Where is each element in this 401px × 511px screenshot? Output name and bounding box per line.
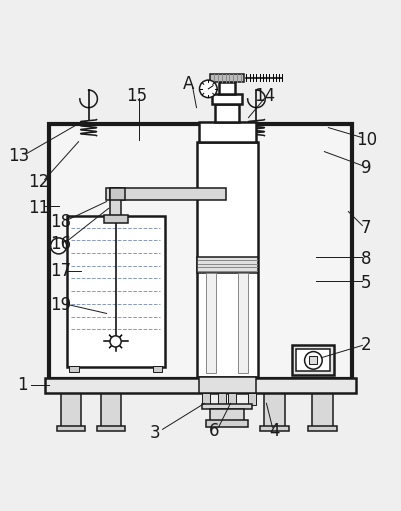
Bar <box>260 426 289 431</box>
Bar <box>49 124 352 379</box>
Bar <box>198 122 257 142</box>
Bar <box>213 94 243 104</box>
Bar <box>57 426 85 431</box>
Bar <box>207 420 249 427</box>
Bar <box>67 216 164 367</box>
Bar <box>215 104 239 122</box>
Bar <box>103 215 128 223</box>
Circle shape <box>200 80 217 98</box>
Bar <box>249 392 257 405</box>
Text: 2: 2 <box>361 336 372 355</box>
Text: 5: 5 <box>361 274 372 292</box>
Text: 7: 7 <box>361 219 372 237</box>
Bar <box>239 273 249 374</box>
Bar <box>312 391 333 427</box>
Bar <box>203 404 253 409</box>
Bar <box>101 391 122 427</box>
Bar <box>69 366 79 372</box>
Bar <box>211 409 245 422</box>
Bar <box>219 392 227 405</box>
Text: 19: 19 <box>50 296 71 314</box>
Text: 10: 10 <box>356 131 377 149</box>
Bar <box>196 258 258 273</box>
Bar <box>110 189 121 218</box>
Text: 4: 4 <box>269 422 279 440</box>
Text: 13: 13 <box>8 147 29 165</box>
Bar <box>106 189 226 200</box>
Text: 14: 14 <box>254 87 275 105</box>
Text: 16: 16 <box>50 235 71 252</box>
Bar <box>110 189 125 200</box>
Bar <box>219 82 235 94</box>
Bar <box>211 74 245 82</box>
Bar <box>152 366 162 372</box>
Text: 11: 11 <box>28 199 49 217</box>
Text: A: A <box>183 75 194 92</box>
Bar <box>97 426 126 431</box>
Bar <box>229 392 237 405</box>
Circle shape <box>305 352 322 369</box>
Bar <box>264 391 285 427</box>
Text: 12: 12 <box>28 173 49 191</box>
Text: 15: 15 <box>126 87 147 105</box>
Text: 6: 6 <box>209 422 220 440</box>
Circle shape <box>51 238 67 254</box>
Text: 9: 9 <box>361 158 372 177</box>
Text: 17: 17 <box>50 263 71 281</box>
Circle shape <box>110 336 121 347</box>
Bar <box>292 345 334 376</box>
Bar <box>68 223 163 335</box>
Bar <box>296 350 330 371</box>
Bar <box>198 378 257 393</box>
Text: 8: 8 <box>361 250 372 268</box>
Bar <box>207 273 217 374</box>
Text: 1: 1 <box>17 377 28 394</box>
Bar <box>196 142 258 378</box>
Bar <box>45 378 356 393</box>
Bar <box>61 391 81 427</box>
Text: 3: 3 <box>149 424 160 443</box>
Bar <box>310 356 317 364</box>
Bar <box>308 426 337 431</box>
Text: 18: 18 <box>50 213 71 230</box>
Bar <box>203 392 211 405</box>
